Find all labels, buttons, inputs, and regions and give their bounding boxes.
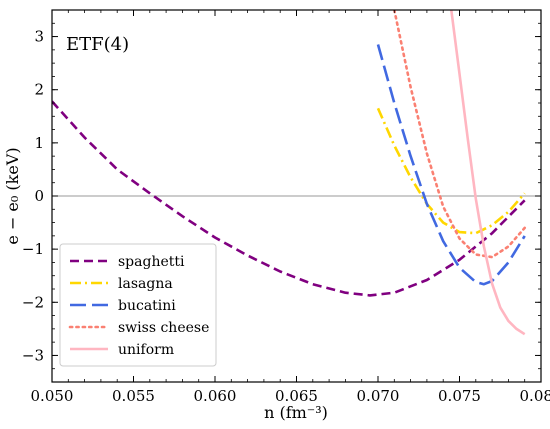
x-tick-label: 0.055 [112,387,155,405]
x-tick-label: 0.050 [31,387,74,405]
legend-label-spaghetti: spaghetti [118,254,185,270]
series-line-uniform [450,10,526,336]
legend-label-swiss-cheese: swiss cheese [118,320,209,336]
series-line-lasagna [376,107,526,235]
legend-label-bucatini: bucatini [118,298,176,314]
legend-label-lasagna: lasagna [118,276,173,292]
x-axis-label: n (fm⁻³) [264,403,328,422]
y-tick-label: −1 [22,240,44,258]
x-tick-label: 0.060 [194,387,237,405]
y-tick-label: 0 [34,187,44,205]
y-tick-label: −3 [22,346,44,364]
x-tick-label: 0.080 [520,387,550,405]
legend: spaghetti lasagna bucatini swiss cheese unif… [59,243,217,367]
chart-annotation: ETF(4) [66,34,129,55]
series-line-bucatini [376,44,526,286]
legend-label-uniform: uniform [118,342,174,358]
series-layer [52,10,526,336]
y-tick-label: 3 [34,28,44,46]
y-tick-label: −2 [22,293,44,311]
series-line-swiss-cheese [393,10,526,259]
x-tick-label: 0.070 [357,387,400,405]
y-tick-label: 2 [34,81,44,99]
tick-layer: 0.050 0.055 0.060 0.065 0.070 0.075 0.080 −3 −2 −… [22,9,550,405]
x-tick-label: 0.075 [438,387,481,405]
y-tick-label: 1 [34,134,44,152]
series-line-spaghetti [52,100,526,297]
y-axis-label: e − e₀ (keV) [3,147,22,244]
legend-box [59,243,217,367]
x-tick-label: 0.065 [275,387,318,405]
